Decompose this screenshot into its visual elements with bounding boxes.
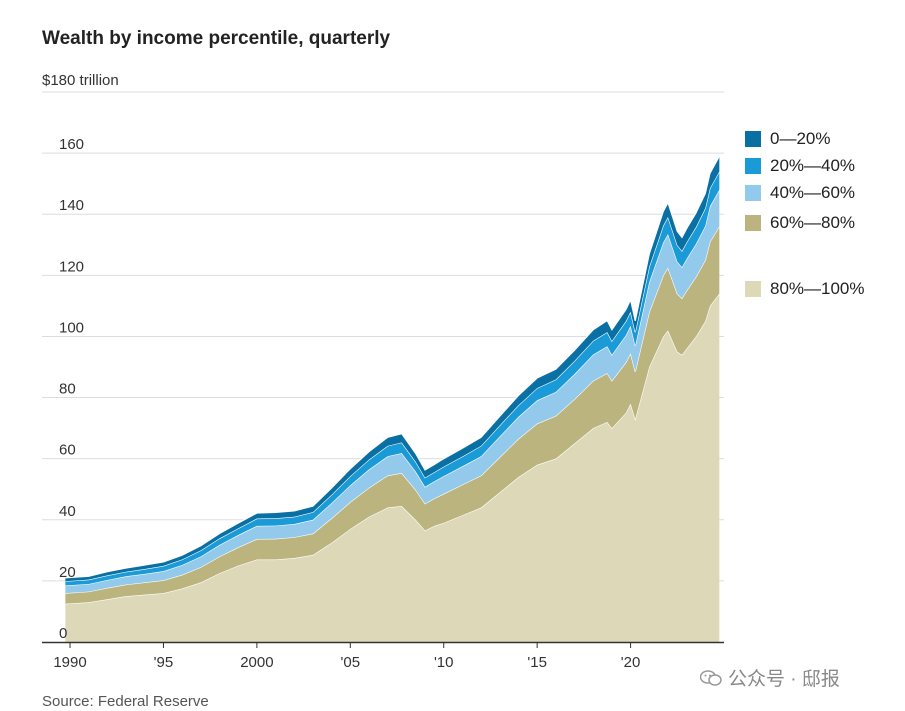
legend-label-80-100: 80%—100% [770, 279, 865, 298]
legend-swatch-20-40 [745, 158, 761, 174]
x-tick-label-2010: '10 [434, 654, 454, 671]
y-tick-label-140: 140 [59, 197, 84, 214]
legend-label-0-20: 0—20% [770, 129, 831, 148]
legend-item-20-40: 20%—40% [745, 156, 855, 176]
legend-label-20-40: 20%—40% [770, 156, 856, 175]
stacked-areas [65, 155, 720, 642]
x-tick-label-2000: 2000 [240, 654, 273, 671]
y-tick-label-60: 60 [59, 442, 76, 459]
legend-label-60-80: 60%—80% [770, 213, 856, 232]
legend-item-80-100: 80%—100% [745, 279, 865, 299]
area-edge-0-20 [65, 155, 720, 579]
area-series-80-100 [65, 293, 720, 642]
y-tick-label-40: 40 [59, 503, 76, 520]
watermark: 公众号 · 邸报 [700, 664, 840, 691]
legend-swatch-80-100 [745, 281, 761, 297]
y-tick-label-80: 80 [59, 381, 76, 398]
legend-label-40-60: 40%—60% [770, 183, 856, 202]
axes: 0 20 40 60 80 100 120 140 160 1990 '95 2000 '05 '10 '1… [42, 136, 724, 671]
legend-item-40-60: 40%—60% [745, 183, 855, 203]
y-tick-label-120: 120 [59, 258, 84, 275]
legend-item-60-80: 60%—80% [745, 213, 855, 233]
legend-swatch-60-80 [745, 215, 761, 231]
legend-swatch-40-60 [745, 185, 761, 201]
y-tick-label-0: 0 [59, 625, 67, 642]
wechat-icon [700, 669, 722, 686]
y-tick-label-100: 100 [59, 319, 84, 336]
x-tick-label-1995: '95 [154, 654, 174, 671]
area-series-60-80 [65, 226, 720, 604]
chart-title: Wealth by income percentile, quarterly [42, 28, 391, 49]
legend-swatch-0-20 [745, 131, 761, 147]
y-tick-label-160: 160 [59, 136, 84, 153]
x-tick-label-2020: '20 [621, 654, 641, 671]
watermark-text: 公众号 · 邸报 [728, 669, 840, 690]
legend-item-0-20: 0—20% [745, 129, 830, 149]
source-note: Source: Federal Reserve [42, 693, 209, 710]
x-tick-label-1990: 1990 [53, 654, 86, 671]
y-axis-top-label: $180 trillion [42, 72, 119, 89]
x-tick-label-2015: '15 [527, 654, 547, 671]
x-tick-label-2005: '05 [341, 654, 361, 671]
y-tick-label-20: 20 [59, 564, 76, 581]
